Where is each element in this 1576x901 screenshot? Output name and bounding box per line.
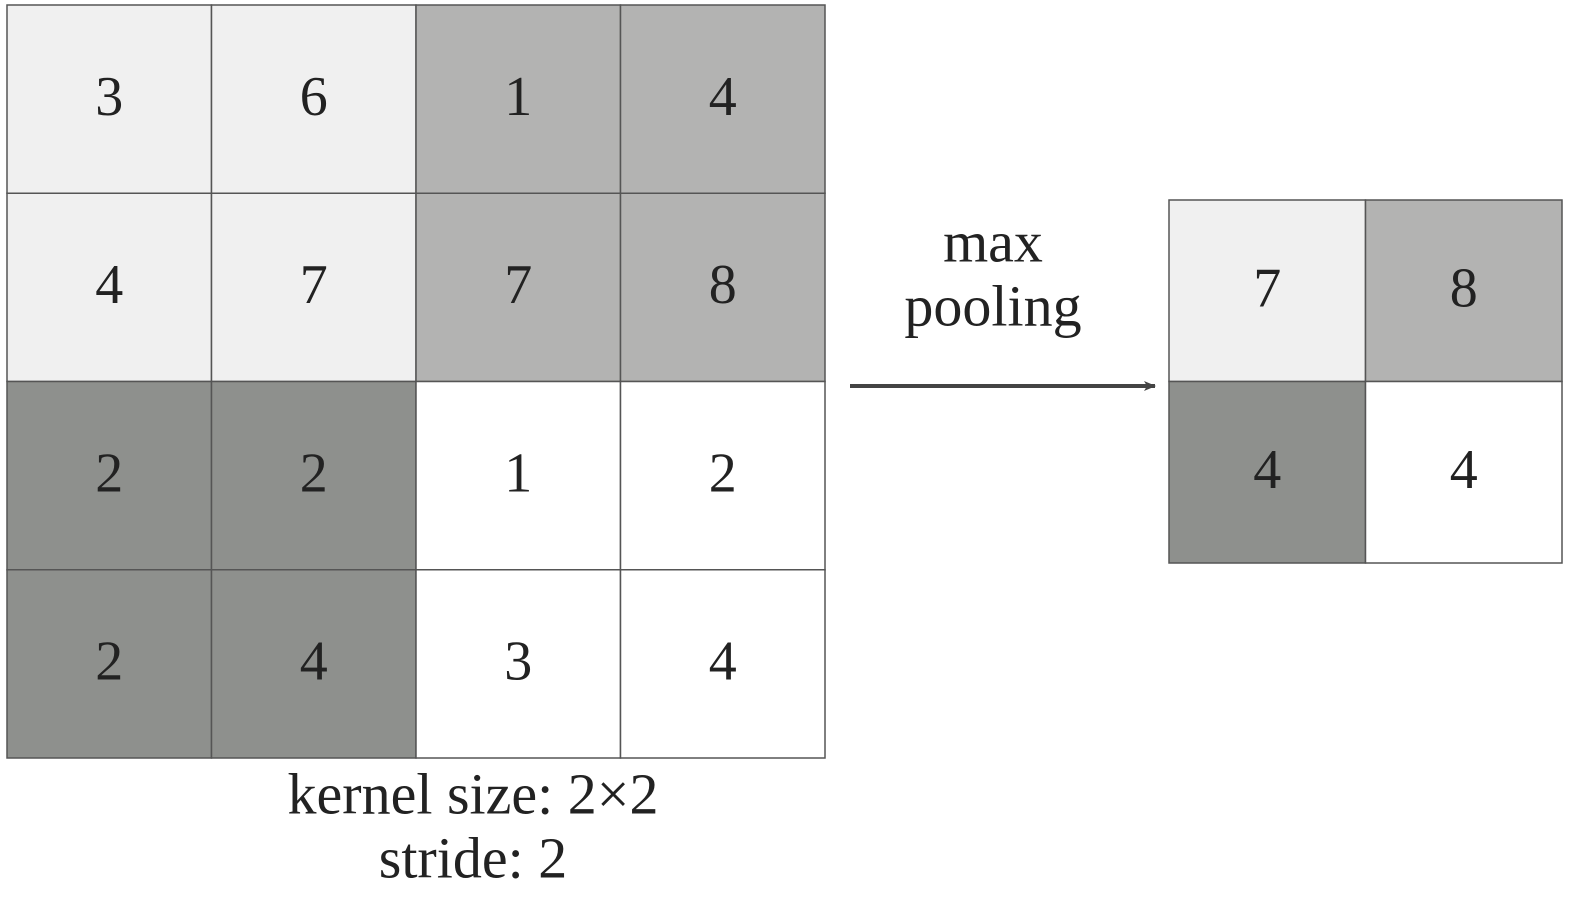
cell-value: 1 (504, 442, 532, 504)
cell (619, 192, 826, 383)
cell-value: 6 (300, 66, 328, 128)
stride-caption: stride: 2 (379, 825, 567, 890)
cell (1168, 380, 1367, 564)
cell (1364, 380, 1563, 564)
cell (6, 4, 213, 194)
cell (415, 569, 622, 759)
operation-label: pooling (904, 273, 1081, 338)
cell (6, 192, 213, 383)
cell-value: 8 (709, 254, 737, 316)
cell-value: 8 (1450, 258, 1478, 320)
cell-value: 2 (300, 442, 328, 504)
cell (210, 569, 417, 759)
cell-value: 3 (95, 66, 123, 128)
cell-value: 4 (709, 631, 737, 693)
cell-value: 2 (709, 442, 737, 504)
cell (210, 380, 417, 571)
cell-value: 4 (1450, 439, 1478, 501)
cell-value: 4 (709, 66, 737, 128)
cell (619, 569, 826, 759)
cell-value: 4 (300, 631, 328, 693)
operation-label: max (943, 209, 1043, 274)
cell (619, 380, 826, 571)
cell-value: 2 (95, 442, 123, 504)
cell-value: 1 (504, 66, 532, 128)
cell-value: 7 (504, 254, 532, 316)
cell (619, 4, 826, 194)
cell (415, 4, 622, 194)
cell-value: 7 (1253, 258, 1281, 320)
cell-value: 4 (1253, 439, 1281, 501)
input-grid: 3 6 1 4 4 7 7 8 2 2 1 2 2 4 3 4 (6, 4, 826, 759)
cell (210, 4, 417, 194)
cell (1364, 199, 1563, 383)
output-grid: 7 8 4 4 (1168, 199, 1563, 564)
cell (210, 192, 417, 383)
cell-value: 4 (95, 254, 123, 316)
kernel-caption: kernel size: 2×2 (288, 761, 659, 826)
cell (6, 569, 213, 759)
cell-value: 2 (95, 631, 123, 693)
cell (1168, 199, 1367, 383)
cell-value: 3 (504, 631, 532, 693)
cell-value: 7 (300, 254, 328, 316)
